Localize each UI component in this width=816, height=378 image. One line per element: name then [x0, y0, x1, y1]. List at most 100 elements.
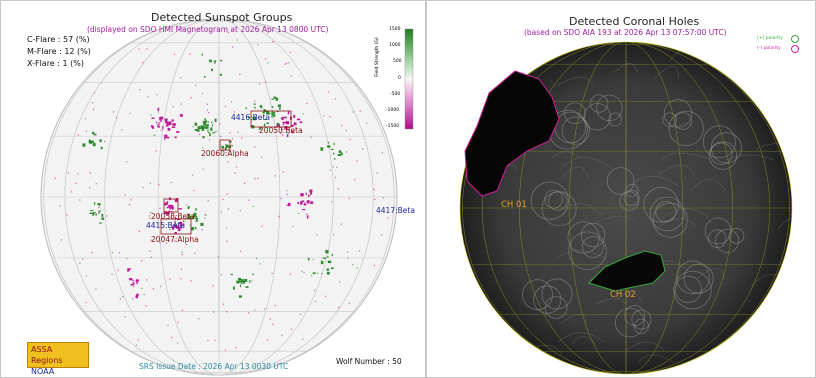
field-speckle [234, 172, 236, 174]
coronal-loop [595, 298, 626, 305]
field-speckle [284, 63, 286, 65]
field-speckle [249, 280, 251, 284]
field-speckle [317, 272, 319, 274]
field-speckle [356, 160, 358, 162]
field-speckle [336, 166, 338, 168]
legend-positive-polarity: (+) polarity [757, 36, 783, 41]
field-speckle [171, 123, 174, 126]
field-speckle [179, 224, 183, 227]
magnetogram-figure [40, 18, 414, 376]
field-speckle [254, 178, 256, 180]
field-speckle [167, 136, 170, 139]
field-speckle [382, 197, 384, 199]
coronal-loop [663, 99, 693, 128]
field-speckle [173, 53, 176, 55]
field-speckle [178, 208, 183, 210]
field-speckle [166, 242, 168, 244]
field-speckle [193, 212, 197, 217]
field-speckle [124, 316, 126, 318]
field-speckle [164, 211, 167, 215]
field-speckle [230, 101, 233, 103]
field-speckle [133, 283, 136, 285]
field-speckle [348, 197, 350, 200]
field-speckle [177, 342, 179, 344]
field-speckle [180, 103, 182, 105]
field-speckle [99, 222, 102, 224]
field-speckle [208, 59, 211, 63]
field-speckle [157, 111, 159, 113]
field-speckle [322, 257, 327, 259]
field-speckle [280, 198, 282, 200]
field-speckle [127, 268, 131, 270]
field-speckle [247, 116, 251, 119]
coronal-loop [562, 203, 604, 216]
field-speckle [333, 158, 336, 160]
field-speckle [331, 253, 333, 257]
field-speckle [200, 222, 204, 226]
field-speckle [159, 285, 162, 287]
field-speckle [162, 126, 164, 130]
field-speckle [291, 125, 294, 127]
field-speckle [202, 168, 204, 170]
field-speckle [166, 121, 168, 123]
field-speckle [338, 150, 342, 154]
field-speckle [329, 169, 331, 171]
field-speckle [265, 58, 267, 60]
field-speckle [190, 280, 192, 282]
field-speckle [151, 117, 155, 119]
field-speckle [116, 117, 118, 119]
field-speckle [174, 220, 176, 224]
field-speckle [173, 123, 176, 126]
field-speckle [286, 134, 289, 138]
field-speckle [177, 228, 181, 232]
field-speckle [180, 278, 182, 280]
field-speckle [254, 309, 256, 311]
field-speckle [174, 136, 177, 139]
field-speckle [235, 346, 237, 349]
field-speckle [92, 131, 95, 135]
field-speckle [263, 123, 266, 127]
field-speckle [327, 91, 330, 93]
field-speckle [166, 121, 170, 126]
field-speckle [286, 116, 288, 118]
field-speckle [204, 124, 208, 126]
field-speckle [180, 268, 183, 270]
field-speckle [310, 136, 312, 138]
field-speckle [241, 137, 243, 139]
field-speckle [188, 206, 190, 209]
field-speckle [211, 121, 213, 124]
field-speckle [174, 199, 178, 203]
field-speckle [94, 202, 96, 205]
field-speckle [147, 96, 149, 98]
field-speckle [271, 111, 273, 114]
field-speckle [220, 211, 222, 213]
field-speckle [206, 103, 208, 105]
assa-region-20047: 20047:Alpha [151, 235, 199, 244]
field-speckle [381, 151, 384, 154]
coronal-loop [659, 218, 696, 227]
field-speckle [327, 145, 331, 148]
field-speckle [152, 126, 155, 129]
field-speckle [226, 193, 228, 195]
field-speckle [207, 200, 209, 202]
field-speckle [175, 216, 177, 220]
field-speckle [117, 269, 119, 271]
field-speckle [285, 116, 287, 119]
field-speckle [176, 131, 180, 133]
field-speckle [345, 151, 348, 153]
field-speckle [229, 132, 231, 134]
positive-polarity-marker [791, 35, 799, 43]
field-speckle [226, 240, 228, 242]
field-speckle [227, 161, 229, 163]
field-speckle [150, 239, 152, 241]
coronal-loop [608, 112, 623, 127]
field-speckle [302, 338, 304, 340]
field-speckle [106, 215, 108, 217]
field-speckle [128, 203, 131, 206]
field-speckle [293, 115, 296, 118]
coronal-loop [657, 164, 695, 176]
field-speckle [207, 124, 209, 127]
coronal-hole-ch02 [588, 250, 666, 292]
longitude-line [157, 19, 281, 375]
field-speckle [195, 218, 198, 222]
